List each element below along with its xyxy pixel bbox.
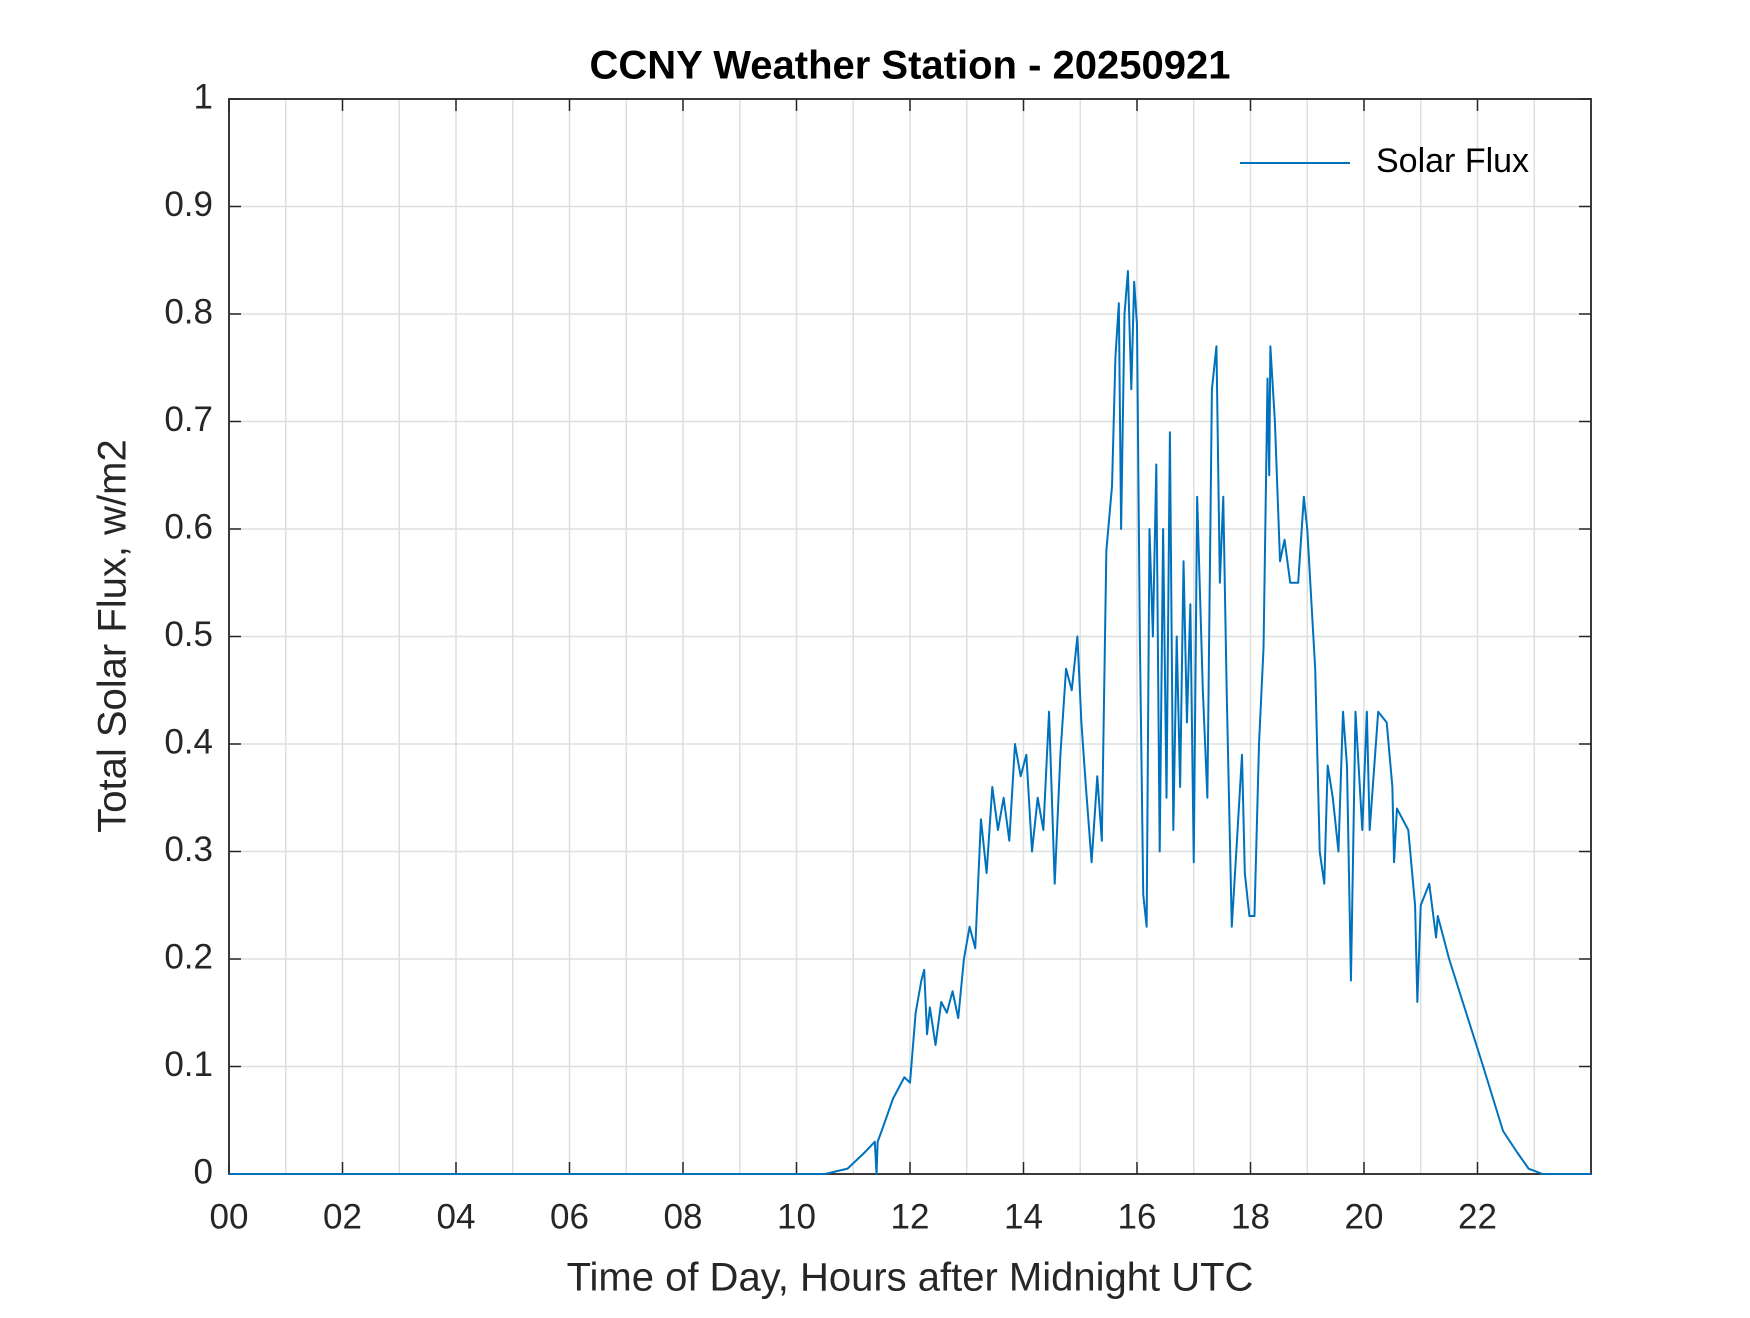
y-tick-label: 0.1 [164, 1045, 213, 1084]
x-tick-label: 02 [323, 1197, 362, 1236]
x-tick-label: 04 [437, 1197, 476, 1236]
y-tick-label: 0.2 [164, 937, 213, 976]
y-tick-label: 0.8 [164, 292, 213, 331]
y-tick-label: 1 [194, 77, 213, 116]
x-tick-label: 00 [210, 1197, 249, 1236]
x-tick-label: 14 [1004, 1197, 1043, 1236]
data-line [229, 270, 1591, 1175]
x-tick-label: 16 [1118, 1197, 1157, 1236]
chart-title: CCNY Weather Station - 20250921 [590, 44, 1231, 88]
y-tick-label: 0.5 [164, 615, 213, 654]
x-tick-label: 08 [664, 1197, 703, 1236]
y-tick-label: 0.7 [164, 400, 213, 439]
plot-frame [228, 98, 1592, 1175]
legend-label: Solar Flux [1376, 142, 1529, 180]
y-tick-label: 0.6 [164, 507, 213, 546]
x-tick-label: 12 [891, 1197, 930, 1236]
y-axis-label: Total Solar Flux, w/m2 [91, 439, 135, 832]
x-tick-label: 10 [777, 1197, 816, 1236]
x-axis-label: Time of Day, Hours after Midnight UTC [567, 1256, 1254, 1300]
y-tick-label: 0.4 [164, 722, 213, 761]
x-tick-label: 06 [550, 1197, 589, 1236]
y-tick-label: 0 [194, 1152, 213, 1191]
y-tick-label: 0.9 [164, 185, 213, 224]
x-tick-label: 18 [1231, 1197, 1270, 1236]
x-tick-label: 22 [1458, 1197, 1497, 1236]
x-tick-label: 20 [1345, 1197, 1384, 1236]
y-tick-label: 0.3 [164, 830, 213, 869]
